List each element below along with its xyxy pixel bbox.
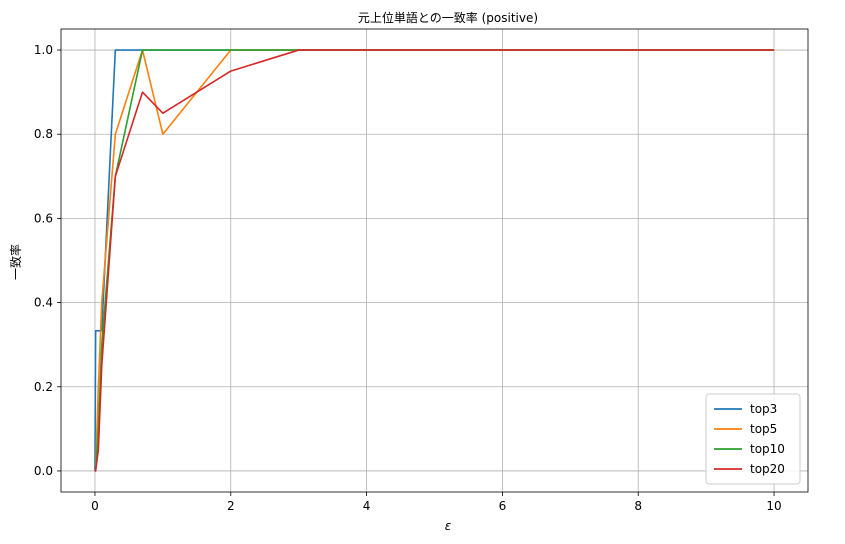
x-axis-label: ε [445,519,452,533]
x-tick-label: 4 [363,499,371,513]
legend: top3 top5 top10 top20 [705,393,801,485]
y-axis-ticks: 0.0 0.2 0.4 0.6 0.8 1.0 [34,43,61,478]
x-tick-label: 10 [766,499,781,513]
plot-frame [60,28,809,493]
y-axis-label: 一致率 [8,244,23,280]
legend-label-top5: top5 [750,422,777,436]
x-tick-label: 8 [634,499,642,513]
series-line-top5 [94,49,775,472]
series-line-top3 [94,49,775,471]
x-tick-label: 0 [91,499,99,513]
grid [61,29,808,492]
y-tick-label: 0.8 [34,127,53,141]
chart-title: 元上位単語との一致率 (positive) [358,10,538,25]
y-tick-label: 0.0 [34,464,53,478]
series-line-top20 [94,49,775,472]
y-tick-label: 0.6 [34,211,53,225]
y-tick-label: 0.2 [34,380,53,394]
x-tick-label: 2 [227,499,235,513]
legend-box [705,393,801,485]
legend-label-top3: top3 [750,402,777,416]
legend-label-top10: top10 [750,442,785,456]
x-tick-label: 6 [499,499,507,513]
y-tick-label: 1.0 [34,43,53,57]
series-line-top10 [94,49,775,472]
series-lines [94,49,775,472]
x-axis-ticks: 0 2 4 6 8 10 [91,492,782,513]
legend-label-top20: top20 [750,462,785,476]
y-tick-label: 0.4 [34,296,53,310]
